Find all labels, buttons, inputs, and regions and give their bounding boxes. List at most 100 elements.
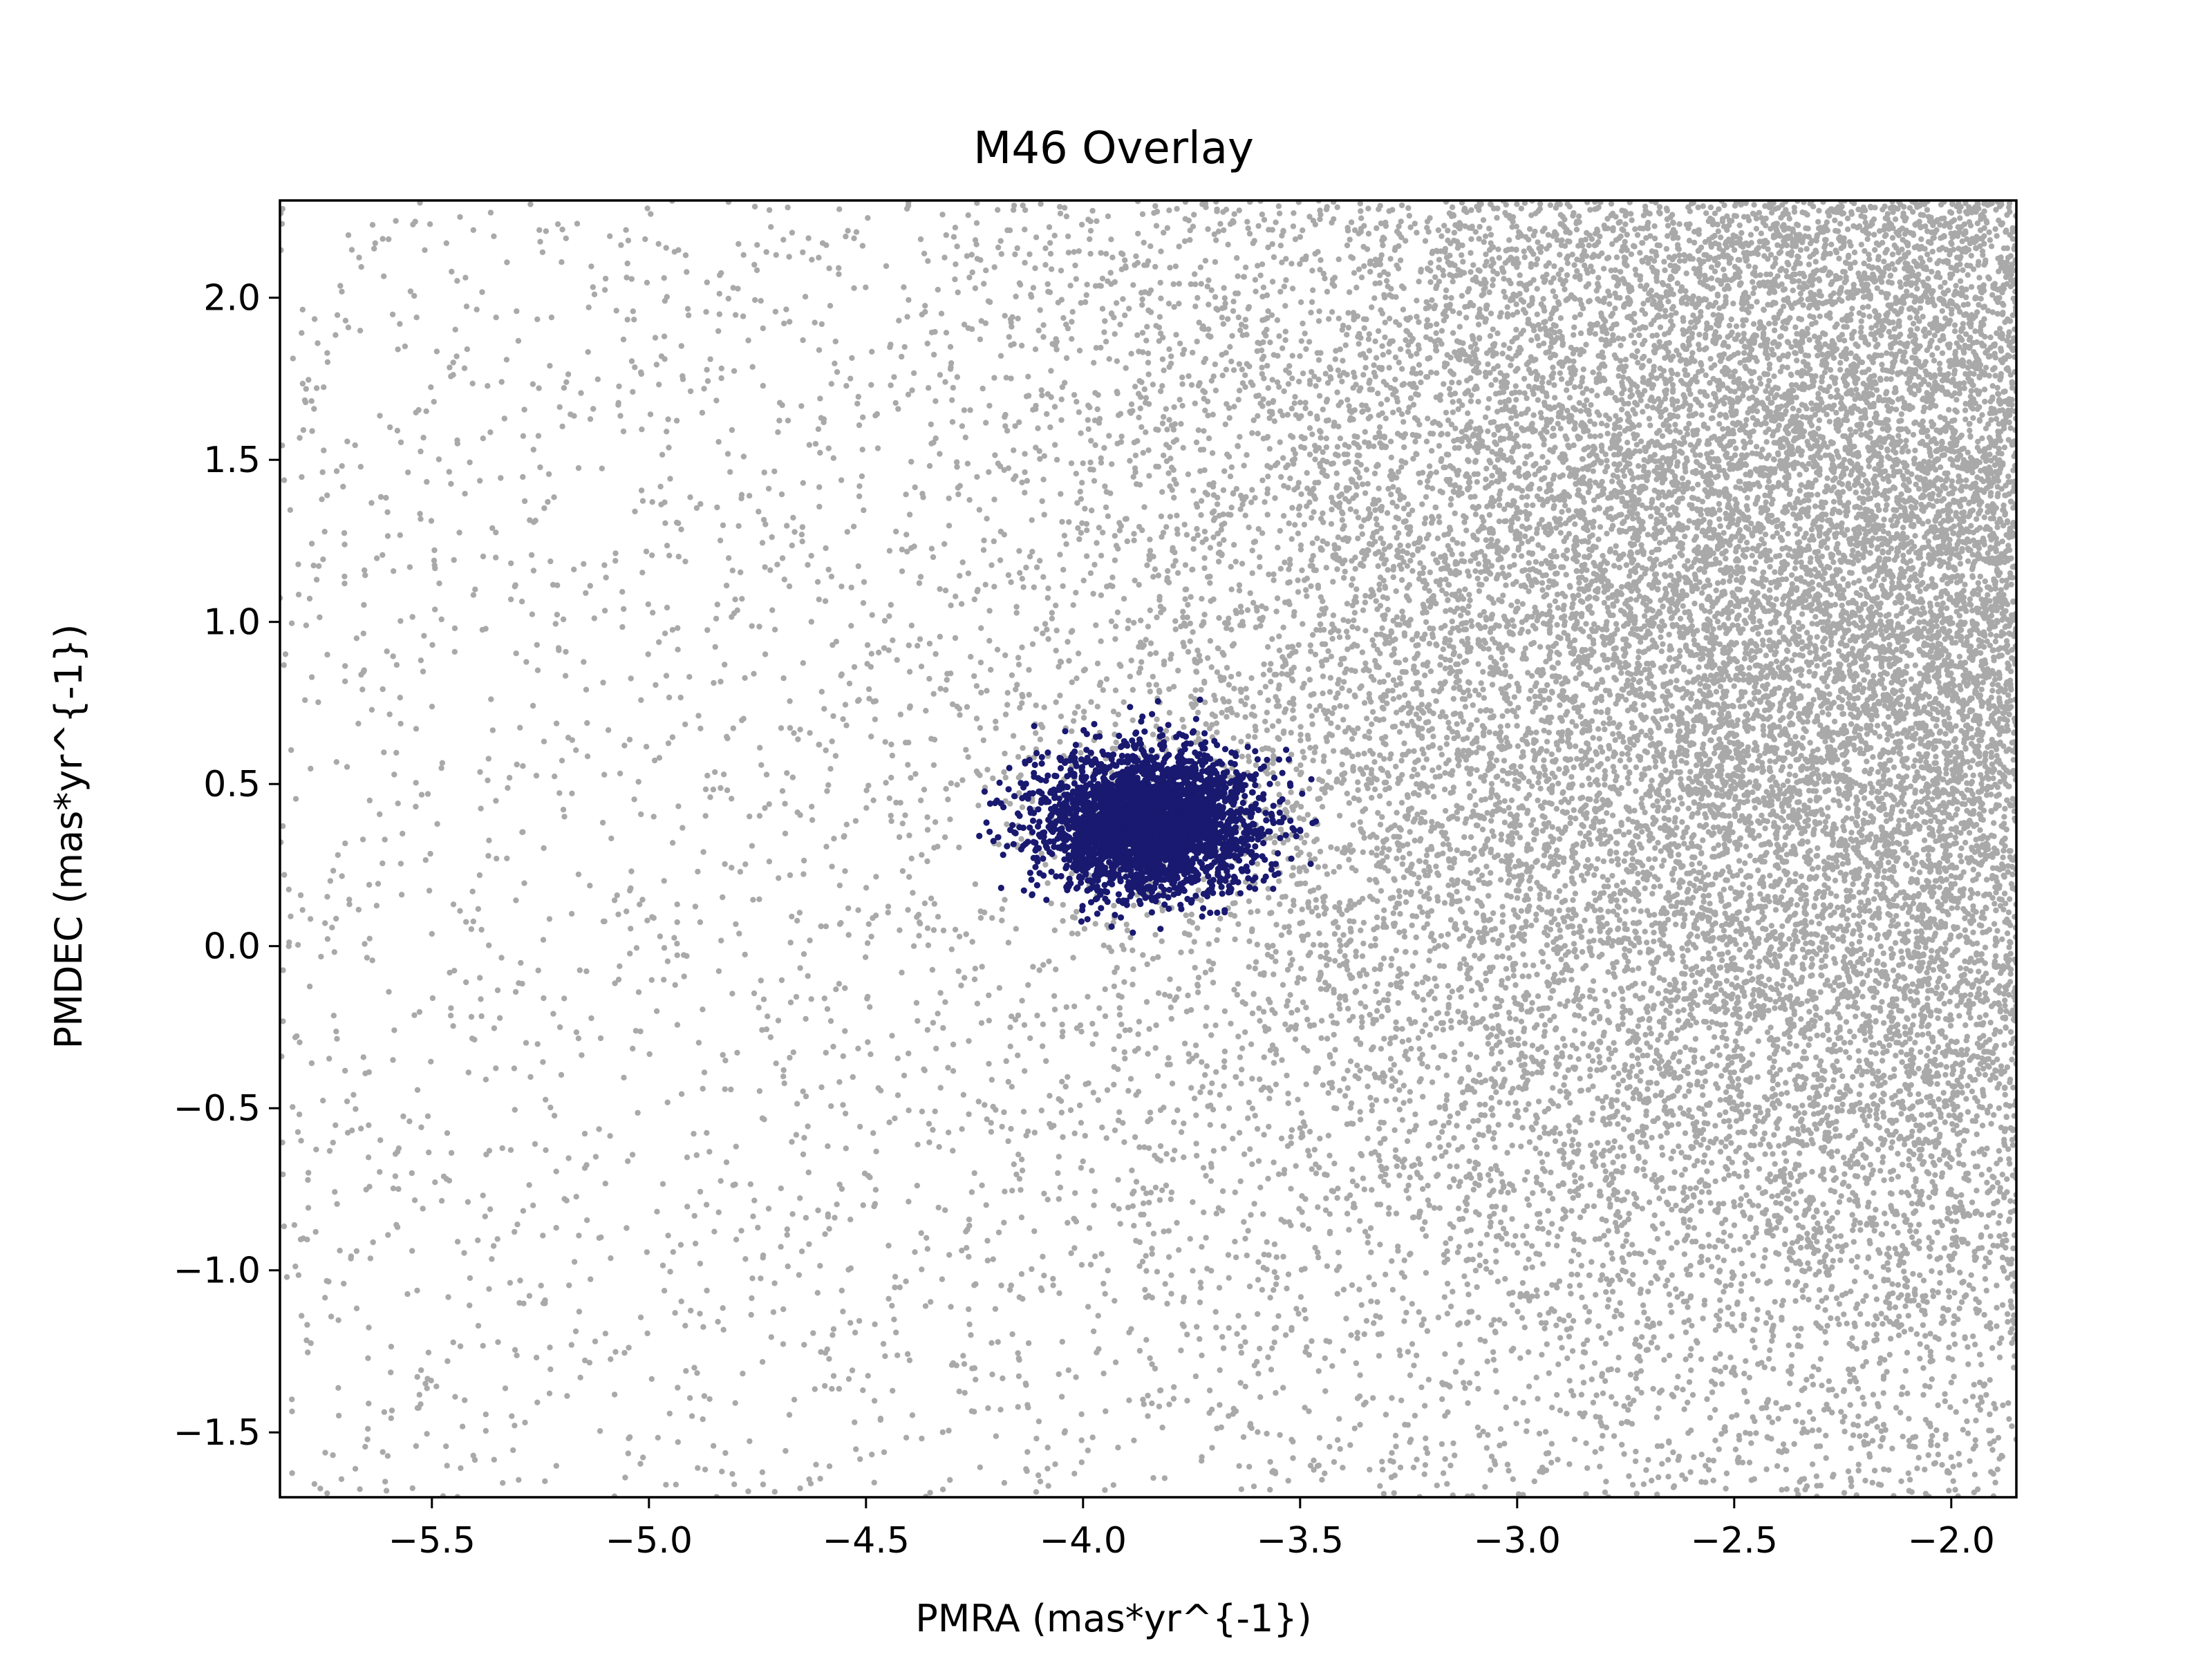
- field-star-point: [482, 1427, 489, 1434]
- field-star-point: [845, 227, 851, 234]
- field-star-point: [1568, 1258, 1575, 1264]
- field-star-point: [832, 360, 838, 366]
- field-star-point: [1679, 475, 1686, 481]
- field-star-point: [302, 697, 308, 703]
- field-star-point: [1419, 1226, 1426, 1232]
- field-star-point: [1380, 845, 1387, 851]
- field-star-point: [1951, 523, 1957, 529]
- field-star-point: [1866, 967, 1873, 974]
- field-star-point: [513, 650, 519, 657]
- field-star-point: [1575, 213, 1582, 220]
- field-star-point: [1566, 1312, 1572, 1319]
- field-star-point: [462, 491, 468, 497]
- field-star-point: [1767, 758, 1773, 765]
- field-star-point: [1613, 850, 1620, 856]
- field-star-point: [1264, 1266, 1270, 1273]
- field-star-point: [1524, 1223, 1530, 1230]
- field-star-point: [1168, 1189, 1175, 1196]
- field-star-point: [816, 347, 823, 353]
- field-star-point: [1022, 1068, 1028, 1074]
- field-star-point: [947, 344, 954, 350]
- field-star-point: [344, 1098, 350, 1105]
- field-star-point: [1227, 344, 1233, 350]
- field-star-point: [1699, 590, 1705, 596]
- field-star-point: [1859, 993, 1866, 1000]
- field-star-point: [1932, 1172, 1938, 1179]
- field-star-point: [932, 398, 939, 404]
- field-star-point: [1091, 478, 1098, 484]
- field-star-point: [1212, 259, 1219, 265]
- field-star-point: [1665, 1474, 1671, 1480]
- field-star-point: [1807, 847, 1813, 854]
- field-star-point: [1920, 1277, 1927, 1284]
- field-star-point: [1622, 357, 1629, 363]
- field-star-point: [1293, 766, 1300, 773]
- field-star-point: [1780, 1297, 1786, 1304]
- field-star-point: [1358, 1014, 1365, 1020]
- field-star-point: [1553, 805, 1560, 812]
- field-star-point: [1641, 1309, 1647, 1315]
- field-star-point: [1488, 870, 1494, 877]
- field-star-point: [1920, 1391, 1927, 1398]
- field-star-point: [1385, 485, 1391, 492]
- field-star-point: [1703, 635, 1709, 641]
- field-star-point: [817, 1263, 823, 1269]
- field-star-point: [493, 554, 499, 561]
- field-star-point: [836, 206, 843, 212]
- field-star-point: [1303, 1081, 1309, 1087]
- field-star-point: [816, 484, 823, 490]
- field-star-point: [818, 1084, 825, 1091]
- field-star-point: [1379, 1459, 1385, 1465]
- field-star-point: [1412, 415, 1418, 421]
- field-star-point: [1116, 1011, 1123, 1018]
- field-star-point: [1604, 431, 1611, 437]
- field-star-point: [1981, 644, 1987, 650]
- field-star-point: [759, 540, 766, 546]
- field-star-point: [1296, 512, 1302, 518]
- field-star-point: [1226, 682, 1232, 688]
- field-star-point: [1679, 1472, 1685, 1479]
- field-star-point: [1103, 1135, 1109, 1141]
- field-star-point: [1069, 309, 1076, 315]
- field-star-point: [1666, 1352, 1673, 1359]
- field-star-point: [1620, 996, 1626, 1002]
- field-star-point: [1483, 1266, 1490, 1272]
- field-star-point: [478, 805, 484, 812]
- field-star-point: [810, 1330, 816, 1336]
- field-star-point: [1571, 1231, 1577, 1237]
- field-star-point: [966, 1217, 973, 1223]
- field-star-point: [1522, 460, 1528, 467]
- field-star-point: [538, 1282, 544, 1289]
- field-star-point: [1934, 984, 1940, 991]
- field-star-point: [973, 715, 980, 722]
- field-star-point: [352, 442, 358, 449]
- field-star-point: [1790, 288, 1796, 294]
- field-star-point: [1324, 1035, 1331, 1042]
- field-star-point: [630, 1045, 636, 1052]
- field-star-point: [966, 1038, 972, 1044]
- field-star-point: [1553, 1071, 1559, 1078]
- field-star-point: [732, 597, 738, 603]
- field-star-point: [926, 640, 933, 647]
- field-star-point: [392, 1173, 399, 1179]
- field-star-point: [903, 491, 909, 498]
- field-star-point: [912, 1249, 918, 1255]
- field-star-point: [1158, 248, 1164, 254]
- field-star-point: [704, 366, 710, 373]
- field-star-point: [1992, 953, 1999, 959]
- field-star-point: [1490, 937, 1497, 943]
- field-star-point: [1990, 1210, 1996, 1216]
- field-star-point: [818, 321, 825, 328]
- field-star-point: [575, 871, 582, 878]
- field-star-point: [1011, 1161, 1018, 1168]
- field-star-point: [771, 626, 778, 632]
- field-star-point: [1138, 659, 1145, 665]
- field-star-point: [1181, 724, 1187, 730]
- field-star-point: [462, 274, 469, 281]
- field-star-point: [825, 782, 832, 788]
- x-axis-label: PMRA (mas*yr^{-1}): [915, 1597, 1312, 1640]
- y-axis-label: PMDEC (mas*yr^{-1}): [47, 624, 91, 1049]
- field-star-point: [1288, 1185, 1294, 1192]
- field-star-point: [695, 868, 701, 875]
- field-star-point: [496, 1015, 503, 1021]
